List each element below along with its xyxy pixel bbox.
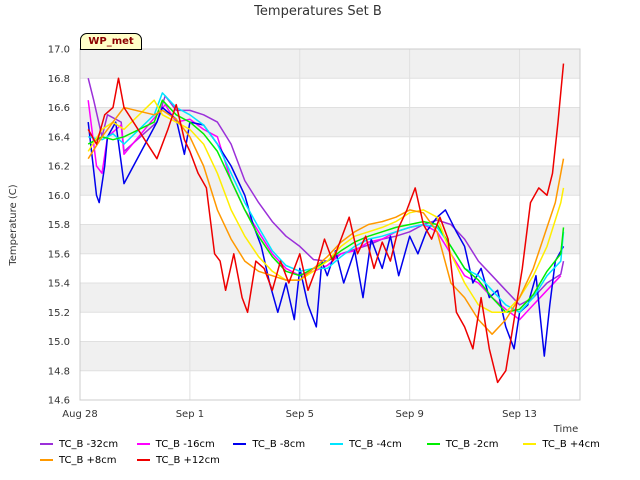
x-tick-label: Aug 28 — [62, 409, 97, 420]
y-tick-label: 15.6 — [48, 249, 70, 260]
legend-swatch — [330, 443, 344, 445]
legend-label: TC_B -16cm — [155, 438, 215, 450]
legend-item: TC_B +4cm — [523, 439, 620, 450]
y-tick-label: 17.0 — [48, 45, 70, 56]
legend-item: TC_B +12cm — [137, 455, 234, 466]
y-axis-ticks: 14.6 14.8 15.0 15.2 15.4 15.6 15.8 16.0 16.2 16.4… — [48, 45, 70, 407]
legend-label: TC_B +8cm — [59, 454, 117, 466]
legend-label: TC_B -4cm — [349, 438, 402, 450]
y-tick-label: 14.8 — [48, 366, 70, 377]
legend-label: TC_B -2cm — [445, 438, 499, 450]
legend-item: TC_B +8cm — [40, 455, 137, 466]
legend-label: TC_B +4cm — [542, 438, 600, 450]
legend-label: TC_B +12cm — [156, 454, 220, 466]
legend-row: TC_B +8cm TC_B +12cm — [40, 452, 620, 468]
plot-band — [80, 49, 580, 79]
legend-swatch — [137, 459, 150, 461]
legend-row: TC_B -32cm TC_B -16cm TC_B -8cm TC_B -4cm TC… — [40, 436, 620, 452]
legend-item: TC_B -4cm — [330, 439, 427, 450]
legend-item: TC_B -2cm — [426, 438, 524, 450]
plot-band — [80, 283, 580, 313]
series-layer — [87, 63, 565, 384]
y-tick-label: 16.0 — [48, 191, 70, 202]
y-tick-label: 16.2 — [48, 162, 70, 173]
x-tick-label: Sep 9 — [395, 409, 423, 420]
y-tick-label: 14.6 — [48, 396, 70, 407]
plot-band — [80, 136, 580, 166]
legend-swatch — [523, 443, 537, 445]
series-line — [87, 106, 565, 335]
plot-band — [80, 312, 580, 342]
gridlines — [79, 48, 580, 401]
legend-item: TC_B -16cm — [136, 438, 234, 450]
legend-label: TC_B -8cm — [252, 438, 306, 450]
x-axis-label: Time — [553, 424, 578, 435]
legend-swatch — [136, 443, 150, 445]
plot-band — [80, 370, 580, 400]
plot-band — [80, 224, 580, 254]
plot-band — [80, 166, 580, 196]
y-tick-label: 15.4 — [48, 279, 70, 290]
x-tick-label: Sep 13 — [502, 409, 537, 420]
y-tick-label: 16.6 — [48, 103, 70, 114]
y-tick-label: 15.0 — [48, 337, 70, 348]
plot-band — [80, 195, 580, 225]
x-tick-label: Sep 1 — [176, 409, 204, 420]
legend-swatch — [233, 443, 247, 445]
y-tick-label: 15.2 — [48, 308, 70, 319]
legend-item: TC_B -8cm — [233, 439, 330, 450]
x-axis-ticks: Aug 28 Sep 1 Sep 5 Sep 9 Sep 13 — [62, 409, 537, 420]
y-tick-label: 16.8 — [48, 74, 70, 85]
legend-swatch — [40, 459, 53, 461]
plot-band — [80, 341, 580, 371]
plot-band — [80, 107, 580, 137]
series-line — [87, 99, 565, 314]
legend: TC_B -32cm TC_B -16cm TC_B -8cm TC_B -4cm TC… — [40, 436, 620, 468]
y-axis-label: Temperature (C) — [8, 184, 19, 266]
legend-item: TC_B -32cm — [40, 439, 137, 450]
plot-border — [79, 48, 581, 401]
series-line — [88, 92, 565, 314]
legend-label: TC_B -32cm — [59, 438, 119, 450]
legend-swatch — [40, 443, 53, 445]
y-tick-label: 15.8 — [48, 220, 70, 231]
series-line — [87, 63, 565, 384]
station-badge: WP_met — [80, 33, 142, 50]
chart-title: Temperatures Set B — [253, 4, 382, 19]
legend-swatch — [426, 443, 440, 445]
x-tick-label: Sep 5 — [286, 409, 314, 420]
y-tick-label: 16.4 — [48, 132, 70, 143]
